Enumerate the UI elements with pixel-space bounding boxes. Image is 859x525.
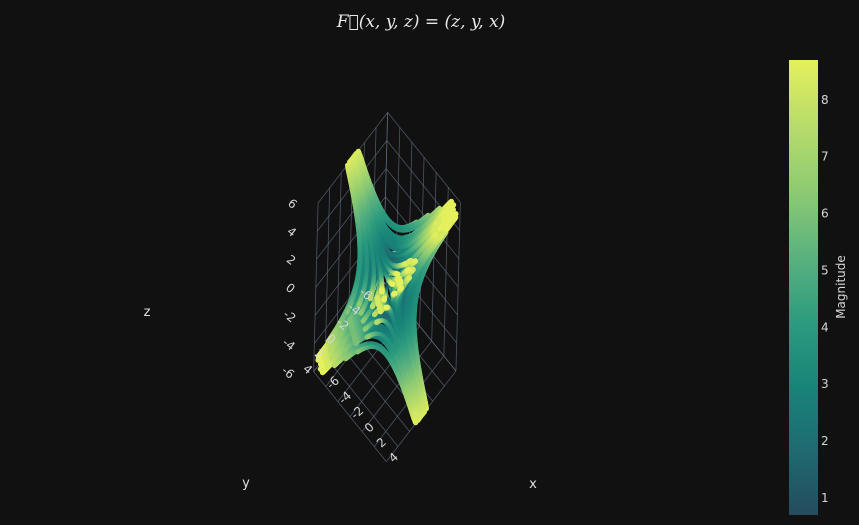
grid-line bbox=[455, 202, 461, 372]
grid-line bbox=[387, 112, 461, 203]
streamtube-segment bbox=[391, 222, 397, 227]
grid-line bbox=[313, 371, 387, 462]
chart-title: F⃗(x, y, z) = (z, y, x) bbox=[336, 12, 506, 32]
grid-line bbox=[324, 187, 331, 357]
grid-line bbox=[313, 202, 319, 372]
grid-line bbox=[324, 356, 399, 447]
streamtubes bbox=[315, 148, 459, 426]
